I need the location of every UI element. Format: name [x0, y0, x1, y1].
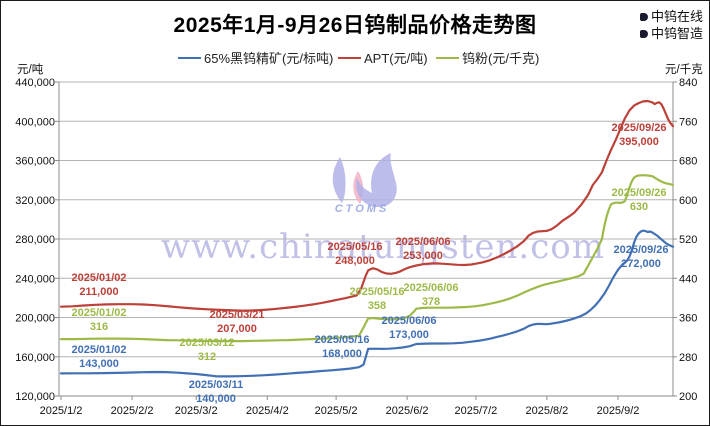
svg-text:2025/01/02: 2025/01/02	[71, 344, 126, 356]
svg-text:207,000: 207,000	[217, 323, 257, 335]
svg-text:358: 358	[368, 300, 386, 312]
svg-text:248,000: 248,000	[335, 255, 375, 267]
brand-label-smart: 中钨智造	[650, 26, 703, 41]
svg-text:520: 520	[679, 234, 697, 246]
svg-text:2025/06/06: 2025/06/06	[395, 236, 450, 248]
svg-text:160,000: 160,000	[15, 352, 55, 364]
svg-text:240,000: 240,000	[15, 273, 55, 285]
chart-legend: 65%黑钨精矿(元/标吨) APT(元/吨) 钨粉(元/千克)	[1, 48, 709, 67]
svg-text:760: 760	[679, 116, 697, 128]
svg-text:2025/06/06: 2025/06/06	[403, 282, 458, 294]
series-annotations-0: 2025/01/02 143,000 2025/03/11 140,000 2025/0…	[71, 244, 668, 405]
legend-item-concentrate: 65%黑钨精矿(元/标吨)	[178, 48, 333, 67]
svg-text:395,000: 395,000	[619, 136, 659, 148]
svg-text:2025/4/2: 2025/4/2	[246, 405, 289, 417]
svg-text:140,000: 140,000	[196, 393, 236, 405]
brand-links: 中钨在线 中钨智造	[639, 9, 703, 42]
svg-text:143,000: 143,000	[79, 358, 119, 370]
axis-tick-labels: 120,000 160,000 200,000 240,000 280,000 320,0…	[15, 77, 697, 417]
svg-text:2025/03/11: 2025/03/11	[189, 379, 243, 391]
svg-text:2025/03/21: 2025/03/21	[209, 309, 264, 321]
legend-label: APT(元/吨)	[364, 51, 428, 66]
legend-label: 钨粉(元/千克)	[462, 51, 540, 66]
series-annotations-1: 2025/01/02 211,000 2025/03/21 207,000 2025/0…	[71, 122, 666, 335]
svg-text:2025/7/2: 2025/7/2	[454, 405, 497, 417]
legend-item-apt: APT(元/吨)	[338, 48, 428, 67]
right-axis-unit-label: 元/千克	[665, 64, 703, 76]
series-line-2	[59, 174, 675, 343]
svg-text:360: 360	[679, 313, 697, 325]
svg-text:400,000: 400,000	[15, 116, 55, 128]
svg-text:200,000: 200,000	[15, 313, 55, 325]
series-line-0	[59, 229, 675, 378]
ctoms-logo-caption: CTOMS	[334, 203, 390, 215]
svg-text:312: 312	[198, 351, 216, 363]
svg-text:168,000: 168,000	[322, 348, 362, 360]
chinatungsten-logo-icon	[639, 30, 648, 38]
svg-text:680: 680	[679, 156, 697, 168]
svg-text:280: 280	[679, 352, 697, 364]
chart-title: 2025年1月-9月26日钨制品价格走势图	[173, 14, 537, 37]
brand-row-chinatungsten-smart: 中钨智造	[639, 26, 703, 42]
svg-text:2025/05/16: 2025/05/16	[327, 241, 382, 253]
svg-text:200: 200	[679, 391, 697, 403]
brand-row-chinatungsten-online: 中钨在线	[639, 9, 703, 25]
svg-text:2025/05/16: 2025/05/16	[349, 286, 404, 298]
left-axis-unit-label: 元/吨	[17, 64, 44, 76]
svg-text:272,000: 272,000	[621, 258, 661, 270]
svg-text:378: 378	[422, 296, 440, 308]
svg-text:600: 600	[679, 195, 697, 207]
svg-text:316: 316	[90, 321, 108, 333]
svg-text:2025/6/2: 2025/6/2	[386, 405, 429, 417]
svg-text:2025/5/2: 2025/5/2	[315, 405, 358, 417]
svg-text:253,000: 253,000	[403, 250, 443, 262]
ctoms-logo-icon	[332, 153, 397, 208]
svg-text:2025/8/2: 2025/8/2	[525, 405, 568, 417]
svg-text:360,000: 360,000	[15, 156, 55, 168]
svg-text:2025/09/26: 2025/09/26	[611, 187, 666, 199]
brand-label-online: 中钨在线	[650, 9, 703, 24]
svg-text:211,000: 211,000	[79, 286, 118, 298]
legend-label: 65%黑钨精矿(元/标吨)	[204, 51, 334, 66]
svg-text:2025/9/2: 2025/9/2	[597, 405, 640, 417]
svg-text:440: 440	[679, 273, 697, 285]
svg-text:2025/06/06: 2025/06/06	[381, 315, 436, 327]
series-annotations-2: 2025/01/02 316 2025/03/12 312 2025/05/16 358 2…	[71, 187, 666, 363]
svg-text:320,000: 320,000	[15, 195, 55, 207]
svg-text:2025/1/2: 2025/1/2	[40, 405, 83, 417]
svg-text:173,000: 173,000	[389, 329, 429, 341]
svg-text:2025/09/26: 2025/09/26	[611, 122, 666, 134]
blue-line-swatch-icon	[178, 56, 201, 59]
svg-text:2025/03/12: 2025/03/12	[179, 337, 234, 349]
chinatungsten-logo-icon	[639, 13, 648, 21]
svg-text:2025/05/16: 2025/05/16	[314, 334, 369, 346]
watermark-logo: CTOMS	[319, 151, 405, 222]
series-line-1	[59, 99, 675, 312]
svg-text:2025/3/2: 2025/3/2	[175, 405, 218, 417]
svg-text:280,000: 280,000	[15, 234, 55, 246]
olive-line-swatch-icon	[436, 56, 459, 59]
red-line-swatch-icon	[338, 56, 361, 59]
svg-text:840: 840	[679, 77, 697, 89]
svg-text:440,000: 440,000	[15, 77, 55, 89]
svg-text:2025/01/02: 2025/01/02	[71, 272, 126, 284]
axes	[55, 81, 677, 400]
legend-item-powder: 钨粉(元/千克)	[436, 48, 539, 67]
svg-text:2025/09/26: 2025/09/26	[613, 244, 668, 256]
svg-text:120,000: 120,000	[15, 391, 55, 403]
svg-text:630: 630	[630, 201, 648, 213]
svg-text:2025/2/2: 2025/2/2	[111, 405, 154, 417]
svg-text:2025/01/02: 2025/01/02	[71, 307, 126, 319]
